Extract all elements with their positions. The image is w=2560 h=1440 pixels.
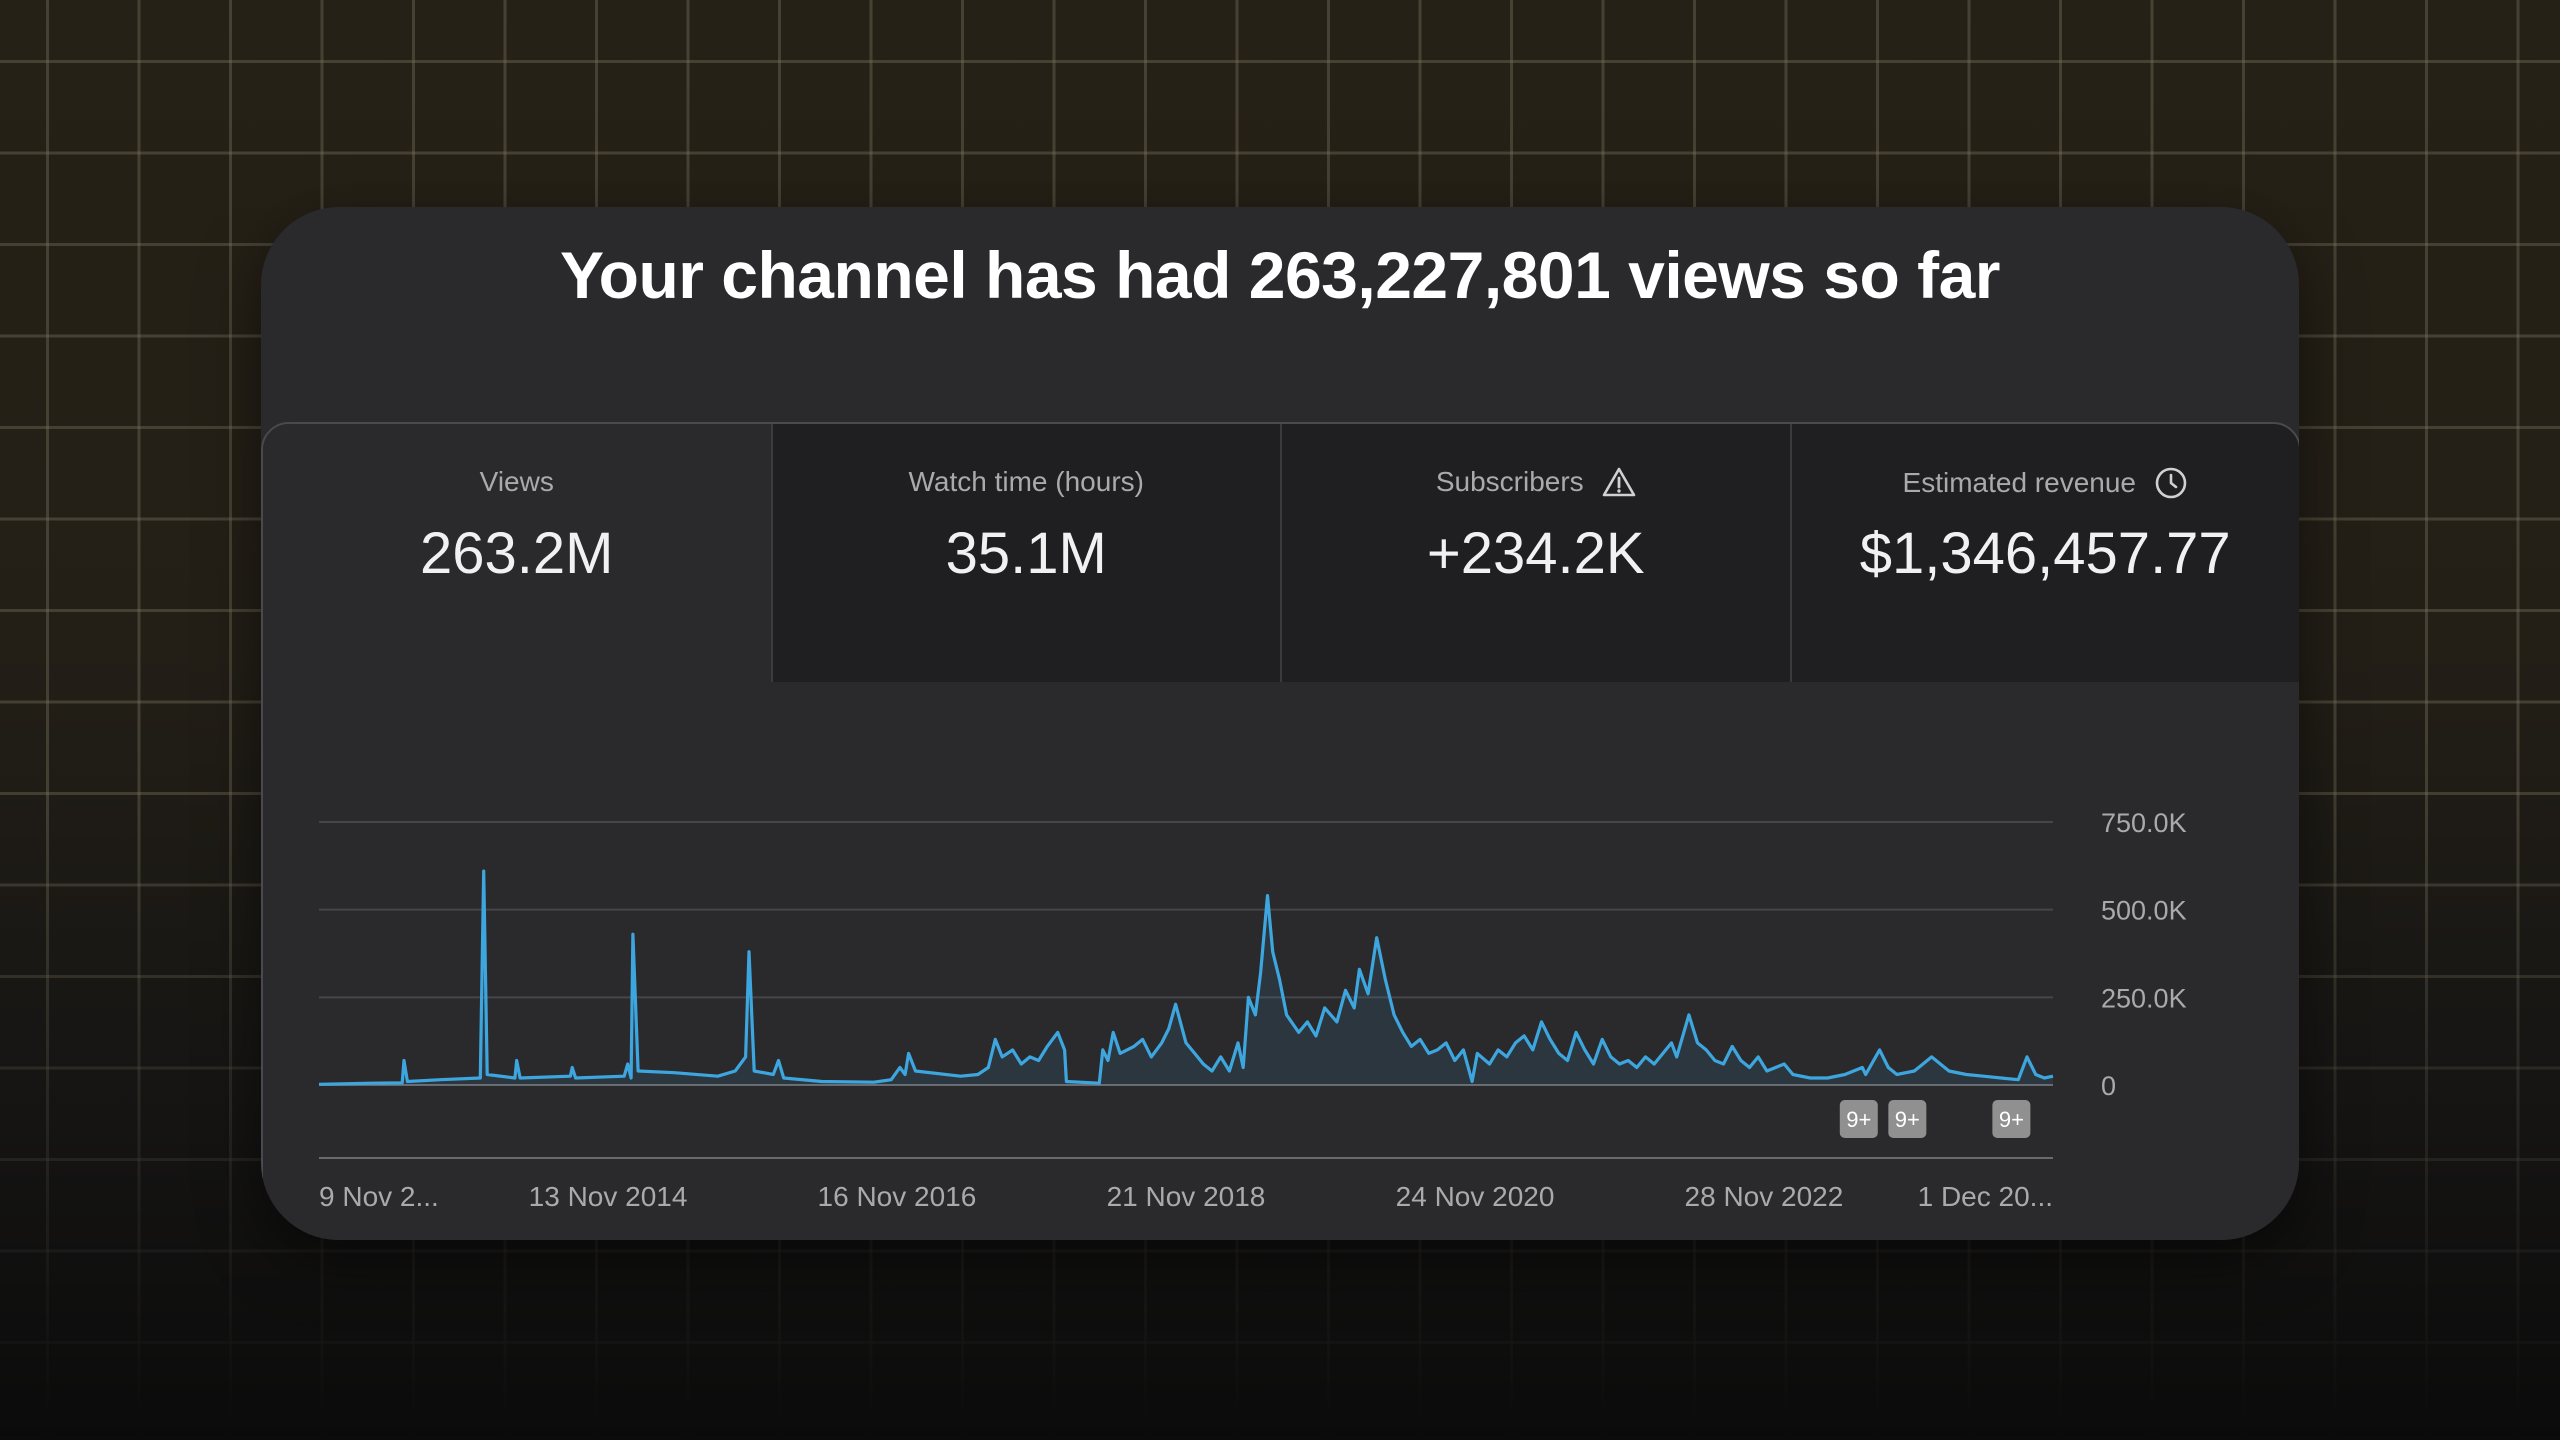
- stat-label-text: Views: [479, 466, 554, 497]
- annotation-badge-bg: [1839, 1100, 1878, 1138]
- annotation-badge-label: 9+: [1846, 1107, 1871, 1132]
- stat-label-text: Subscribers: [1435, 466, 1584, 497]
- stat-value-watch-time: 35.1M: [945, 521, 1107, 586]
- annotation-badge-bg: [1888, 1100, 1927, 1138]
- annotation-badge-label: 9+: [1999, 1107, 2024, 1132]
- x-tick-label: 24 Nov 2020: [1396, 1181, 1555, 1212]
- warning-icon[interactable]: [1602, 466, 1636, 498]
- stat-value-revenue: $1,346,457.77: [1859, 521, 2231, 586]
- stat-tab-watch-time[interactable]: Watch time (hours) 35.1M: [770, 424, 1281, 682]
- annotation-badge[interactable]: 9+: [1992, 1100, 2031, 1138]
- x-tick-label: 21 Nov 2018: [1107, 1181, 1266, 1212]
- stat-value-subscribers: +234.2K: [1426, 521, 1645, 586]
- stat-value-views: 263.2M: [420, 521, 614, 586]
- series-area: [319, 871, 2053, 1085]
- clock-icon[interactable]: [2154, 466, 2188, 500]
- y-tick-label: 750.0K: [2101, 808, 2187, 838]
- annotation-badge[interactable]: 9+: [1839, 1100, 1878, 1138]
- stat-label-watch-time: Watch time (hours): [773, 466, 1281, 498]
- stat-tab-views[interactable]: Views 263.2M: [263, 424, 771, 682]
- stats-row: Views 263.2M Watch time (hours) 35.1M Su…: [263, 424, 2299, 682]
- chart-area: 0 250.0K 500.0K 750.0K 9 Nov 2... 13 Nov 2014…: [263, 682, 2299, 1240]
- stat-label-text: Watch time (hours): [908, 466, 1144, 497]
- stat-label-text: Estimated revenue: [1902, 467, 2136, 498]
- stat-label-subscribers: Subscribers: [1282, 466, 1790, 498]
- series-line: [318, 869, 2054, 1086]
- y-tick-label: 250.0K: [2101, 983, 2187, 1013]
- annotation-badge-label: 9+: [1895, 1107, 1920, 1132]
- headline: Your channel has had 263,227,801 views s…: [560, 238, 2000, 312]
- annotation-badge-bg: [1992, 1100, 2031, 1138]
- x-tick-label: 1 Dec 20...: [1918, 1181, 2053, 1212]
- x-tick-label: 13 Nov 2014: [529, 1181, 688, 1212]
- x-tick-label: 9 Nov 2...: [319, 1181, 439, 1212]
- y-tick-label: 500.0K: [2101, 896, 2187, 926]
- x-tick-label: 16 Nov 2016: [818, 1181, 977, 1212]
- x-tick-label: 28 Nov 2022: [1685, 1181, 1844, 1212]
- analytics-panel: Views 263.2M Watch time (hours) 35.1M Su…: [261, 422, 2299, 1240]
- views-summary-card: Your channel has had 263,227,801 views s…: [261, 207, 2299, 1240]
- annotation-badge[interactable]: 9+: [1888, 1100, 1927, 1138]
- views-line-chart[interactable]: 0 250.0K 500.0K 750.0K 9 Nov 2... 13 Nov 2014…: [263, 682, 2299, 1240]
- stat-label-views: Views: [263, 466, 771, 498]
- y-tick-label: 0: [2101, 1071, 2116, 1101]
- stat-tab-subscribers[interactable]: Subscribers +234.2K: [1280, 424, 1790, 682]
- stat-tab-revenue[interactable]: Estimated revenue $1,346,457.77: [1789, 424, 2300, 682]
- stat-label-revenue: Estimated revenue: [1792, 466, 2300, 500]
